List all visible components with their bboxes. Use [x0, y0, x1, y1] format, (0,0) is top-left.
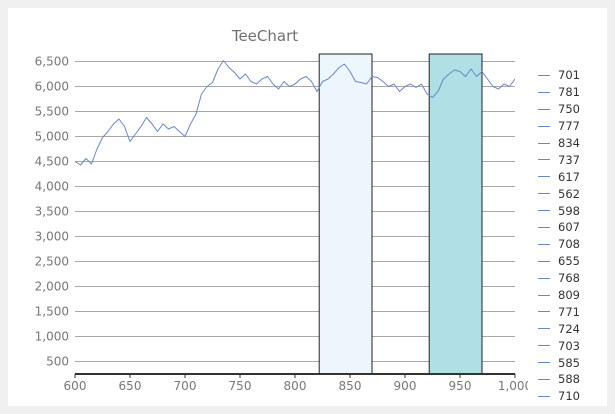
legend-label: 737	[558, 152, 580, 167]
legend-item: 768	[538, 270, 598, 287]
y-axis: 500 1,000 1,500 2,000 2,500 3,000 3,500 4,000 4,…	[35, 55, 69, 369]
legend-line-swatch	[538, 142, 550, 144]
legend-line-swatch	[538, 328, 550, 330]
y-tick-label: 3,000	[35, 230, 69, 244]
x-tick-label: 800	[284, 379, 307, 393]
legend-item: 724	[538, 320, 598, 337]
legend-item: 737	[538, 151, 598, 168]
legend-label: 710	[558, 389, 580, 404]
series-line-1	[74, 60, 516, 166]
x-tick-label: 600	[64, 379, 87, 393]
highlight-band-1	[318, 53, 373, 375]
legend-item: 777	[538, 118, 598, 135]
legend-item: 708	[538, 236, 598, 253]
y-tick-label: 6,000	[35, 80, 69, 94]
legend-line-swatch	[538, 176, 550, 178]
highlight-band-2	[428, 53, 483, 375]
legend-line-swatch	[538, 362, 550, 364]
x-tick-label: 850	[339, 379, 362, 393]
legend-item: 809	[538, 287, 598, 304]
legend-label: 750	[558, 102, 580, 117]
y-tick-label: 4,000	[35, 180, 69, 194]
legend-label: 607	[558, 220, 580, 235]
legend-label: 809	[558, 288, 580, 303]
legend-line-swatch	[538, 345, 550, 347]
legend-label: 708	[558, 237, 580, 252]
y-tick-label: 2,000	[35, 280, 69, 294]
legend-line-swatch	[538, 91, 550, 93]
legend-line-swatch	[538, 243, 550, 245]
chart-panel: TeeChart 500 1,000 1,500 2,000 2,500 3,000 3,5…	[8, 8, 607, 406]
legend-label: 781	[558, 85, 580, 100]
legend-line-swatch	[538, 260, 550, 262]
legend-line-swatch	[538, 210, 550, 212]
legend-label: 771	[558, 304, 580, 319]
legend-line-swatch	[538, 294, 550, 296]
legend-line-swatch	[538, 193, 550, 195]
legend-item: 585	[538, 354, 598, 371]
legend-label: 585	[558, 355, 580, 370]
legend-line-swatch	[538, 108, 550, 110]
legend-item: 607	[538, 219, 598, 236]
x-tick-label: 900	[394, 379, 417, 393]
legend-label: 588	[558, 372, 580, 387]
legend-item: 588	[538, 371, 598, 388]
x-axis: 600 650 700 750 800 850 900 950 1,000	[64, 373, 528, 393]
legend-label: 701	[558, 68, 580, 83]
legend-item: 701	[538, 67, 598, 84]
legend-line-swatch	[538, 159, 550, 161]
legend-item: 750	[538, 101, 598, 118]
legend-line-swatch	[538, 378, 550, 380]
legend-label: 703	[558, 338, 580, 353]
legend-label: 834	[558, 136, 580, 150]
legend: 701 781 750 777 834 737 617 562 598 607 708 655 768 8…	[538, 67, 598, 405]
y-tick-label: 3,500	[35, 205, 69, 219]
legend-line-swatch	[538, 125, 550, 127]
legend-item: 703	[538, 337, 598, 354]
y-tick-label: 5,000	[35, 130, 69, 144]
legend-label: 655	[558, 254, 580, 269]
legend-line-swatch	[538, 226, 550, 228]
legend-label: 617	[558, 169, 580, 184]
highlight-bands	[318, 53, 483, 375]
y-tick-label: 1,500	[35, 305, 69, 319]
line-chart: TeeChart 500 1,000 1,500 2,000 2,500 3,000 3,5…	[35, 27, 528, 393]
series-layer	[74, 60, 516, 166]
legend-item: 655	[538, 253, 598, 270]
legend-item: 598	[538, 202, 598, 219]
y-tick-label: 6,500	[35, 55, 69, 69]
x-tick-label: 1,000	[498, 379, 528, 393]
legend-item: 771	[538, 303, 598, 320]
x-tick-label: 750	[229, 379, 252, 393]
legend-item: 562	[538, 185, 598, 202]
x-tick-label: 950	[449, 379, 472, 393]
y-tick-label: 1,000	[35, 330, 69, 344]
legend-item: 834	[538, 135, 598, 152]
legend-line-swatch	[538, 395, 550, 397]
y-tick-label: 5,500	[35, 105, 69, 119]
x-tick-label: 650	[119, 379, 142, 393]
legend-line-swatch	[538, 311, 550, 313]
legend-label: 562	[558, 186, 580, 201]
y-tick-label: 500	[46, 355, 69, 369]
legend-label: 768	[558, 271, 580, 286]
y-tick-label: 4,500	[35, 155, 69, 169]
x-tick-label: 700	[174, 379, 197, 393]
legend-label: 777	[558, 119, 580, 134]
legend-item: 617	[538, 168, 598, 185]
legend-line-swatch	[538, 74, 550, 76]
chart-title: TeeChart	[231, 27, 298, 45]
legend-label: 598	[558, 203, 580, 218]
y-tick-label: 2,500	[35, 255, 69, 269]
legend-label: 724	[558, 321, 580, 336]
legend-item: 710	[538, 388, 598, 405]
legend-line-swatch	[538, 277, 550, 279]
legend-item: 781	[538, 84, 598, 101]
